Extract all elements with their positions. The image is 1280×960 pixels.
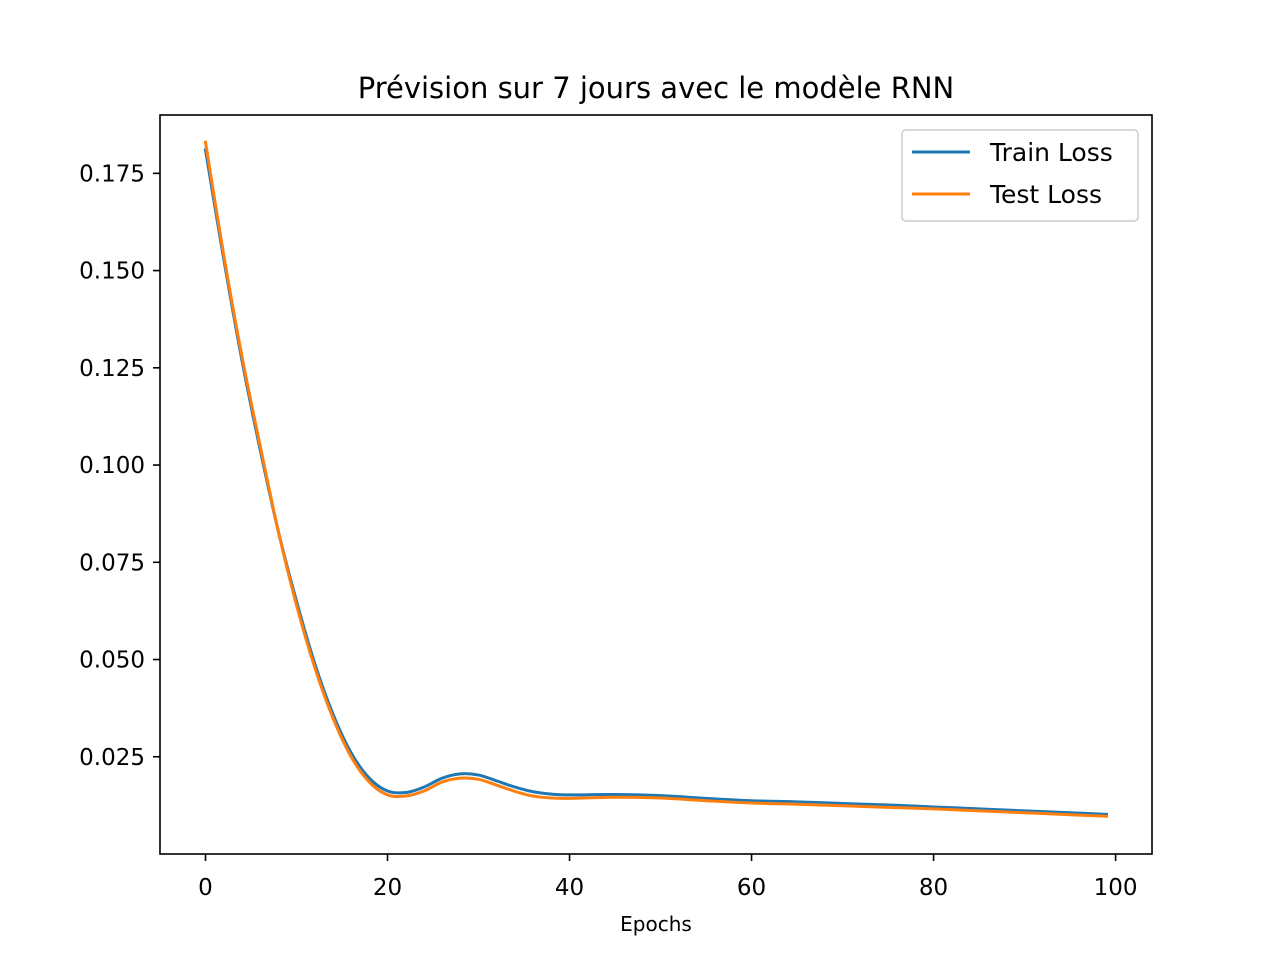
x-tick-label: 20 (373, 875, 402, 901)
chart-title: Prévision sur 7 jours avec le modèle RNN (358, 71, 955, 105)
y-axis-ticks: 0.025 0.050 0.075 0.100 0.125 0.150 0.175 (79, 161, 160, 771)
y-tick-label: 0.025 (79, 745, 145, 771)
legend-label-train-loss: Train Loss (989, 138, 1113, 167)
x-tick-label: 100 (1094, 875, 1138, 901)
x-axis-label: Epochs (620, 912, 692, 936)
y-tick-label: 0.075 (79, 550, 145, 576)
series-line-test-loss (203, 140, 1109, 818)
y-tick-label: 0.150 (79, 259, 145, 285)
legend-label-test-loss: Test Loss (989, 180, 1102, 209)
plot-frame (159, 114, 1153, 855)
x-axis-ticks: 0 20 40 60 80 100 (198, 854, 1138, 901)
x-tick-label: 0 (198, 875, 213, 901)
y-tick-label: 0.050 (79, 648, 145, 674)
y-tick-label: 0.175 (79, 161, 145, 187)
y-tick-label: 0.100 (79, 453, 145, 479)
y-tick-label: 0.125 (79, 356, 145, 382)
x-tick-label: 80 (919, 875, 948, 901)
plot-lines (203, 140, 1109, 818)
legend: Train Loss Test Loss (901, 129, 1139, 222)
series-line-train-loss (203, 148, 1109, 816)
x-tick-label: 60 (737, 875, 766, 901)
x-tick-label: 40 (555, 875, 584, 901)
